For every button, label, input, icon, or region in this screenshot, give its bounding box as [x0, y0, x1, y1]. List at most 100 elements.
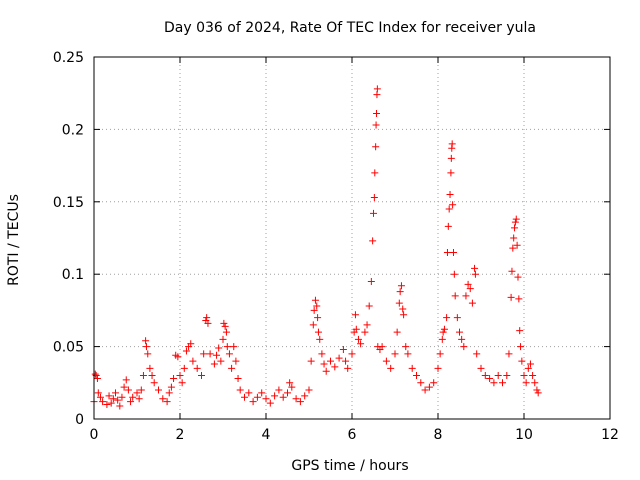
data-point: [436, 350, 444, 358]
data-point: [397, 282, 405, 290]
data-point: [107, 399, 115, 407]
y-tick-labels: 0 0.05 0.1 0.15 0.2 0.25: [53, 50, 84, 428]
data-point: [391, 350, 399, 358]
data-point: [378, 343, 386, 351]
data-point: [520, 372, 528, 380]
data-point: [363, 321, 371, 329]
data-point: [133, 389, 141, 397]
data-point: [516, 327, 524, 335]
data-point: [499, 379, 506, 387]
data-point: [144, 350, 152, 358]
data-point: [486, 374, 494, 382]
data-point: [109, 395, 117, 403]
data-point: [193, 364, 201, 372]
data-point: [174, 353, 182, 361]
data-point: [301, 392, 309, 400]
chart-title: Day 036 of 2024, Rate Of TEC Index for r…: [164, 20, 536, 36]
data-point: [225, 350, 233, 358]
data-point: [187, 340, 195, 348]
data-point: [372, 121, 380, 129]
data-point: [365, 302, 373, 310]
data-point: [213, 351, 221, 359]
data-point: [249, 398, 257, 406]
data-point: [339, 345, 347, 353]
data-point: [159, 395, 167, 403]
data-point: [116, 402, 124, 410]
data-point: [275, 386, 283, 394]
data-point: [460, 343, 468, 351]
data-point: [373, 109, 381, 117]
data-point: [210, 360, 218, 368]
data-point: [296, 398, 304, 406]
data-point: [103, 401, 111, 409]
data-point: [215, 344, 223, 352]
data-point: [453, 314, 461, 322]
data-point: [372, 143, 380, 151]
x-tick-label: 12: [601, 427, 619, 443]
data-point: [369, 237, 377, 245]
data-point: [404, 350, 412, 358]
data-point: [440, 325, 448, 333]
data-point: [292, 395, 300, 403]
data-point: [458, 335, 466, 343]
data-point: [198, 372, 205, 380]
data-point: [114, 396, 122, 404]
data-point: [448, 140, 456, 148]
data-point: [508, 267, 516, 275]
data-point: [221, 322, 229, 330]
y-axis-label: ROTI / TECUs: [6, 194, 22, 286]
data-point: [395, 299, 403, 307]
data-point: [518, 357, 526, 365]
data-point: [466, 285, 474, 293]
data-point: [446, 191, 454, 199]
data-point: [91, 370, 99, 378]
data-point: [124, 386, 132, 394]
data-point: [511, 224, 519, 232]
data-point: [288, 383, 296, 391]
data-point: [361, 328, 369, 336]
data-point: [473, 350, 481, 358]
data-point: [284, 389, 291, 397]
data-point: [443, 248, 451, 256]
x-tick-label: 6: [348, 427, 357, 443]
data-point: [253, 393, 261, 401]
data-point: [262, 395, 270, 403]
data-point: [370, 193, 378, 201]
x-tick-label: 10: [515, 427, 533, 443]
axis-ticks: [93, 56, 611, 420]
x-axis-label: GPS time / hours: [291, 458, 408, 474]
y-tick-label: 0.05: [53, 340, 84, 356]
data-point: [438, 335, 446, 343]
data-point: [371, 169, 379, 177]
data-point: [449, 201, 457, 209]
data-point: [206, 350, 214, 358]
data-point: [176, 372, 184, 380]
data-point: [335, 354, 343, 362]
data-point: [354, 335, 362, 343]
data-point: [396, 288, 404, 296]
data-point: [413, 372, 420, 380]
y-tick-label: 0.15: [53, 195, 84, 211]
x-tick-label: 4: [262, 427, 271, 443]
data-point: [531, 379, 539, 387]
data-point: [222, 328, 230, 336]
data-point: [481, 372, 489, 380]
x-tick-label: 8: [434, 427, 443, 443]
data-point: [309, 321, 317, 329]
data-point: [425, 383, 433, 391]
data-point: [447, 169, 455, 177]
data-point: [139, 372, 147, 380]
data-point: [342, 357, 350, 365]
x-tick-label: 2: [176, 427, 185, 443]
data-point: [443, 314, 451, 322]
data-point: [471, 270, 479, 278]
data-point: [400, 311, 408, 319]
data-point: [219, 335, 227, 343]
data-point: [311, 296, 319, 304]
data-point: [387, 364, 395, 372]
data-point: [445, 205, 453, 213]
data-point: [382, 357, 390, 365]
y-tick-label: 0: [75, 412, 84, 428]
data-point: [99, 398, 107, 406]
data-point: [430, 379, 438, 387]
